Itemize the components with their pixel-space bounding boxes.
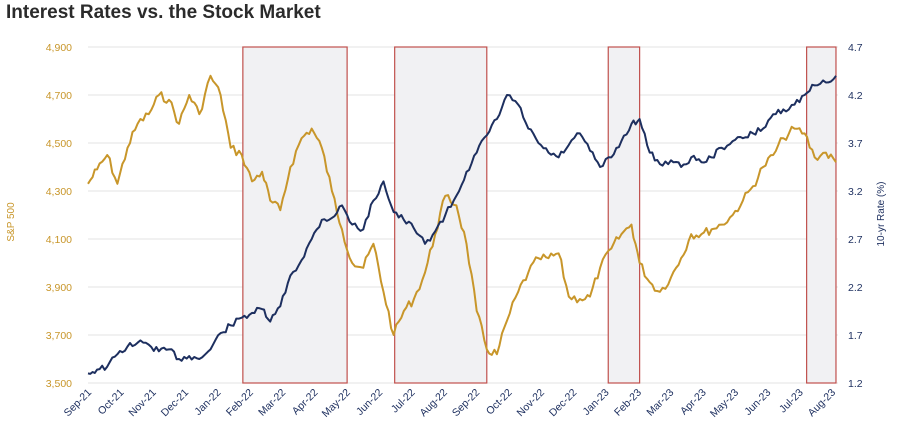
left-tick-label: 4,900 <box>46 42 72 54</box>
shaded-periods <box>242 46 837 384</box>
x-tick-label: Dec-21 <box>159 387 192 420</box>
x-tick-label: Jan-22 <box>192 387 223 418</box>
left-tick-label: 4,700 <box>46 90 72 102</box>
right-tick-label: 3.2 <box>848 186 863 198</box>
shaded-period <box>806 46 837 384</box>
left-tick-label: 4,100 <box>46 234 72 246</box>
x-tick-label: May-22 <box>320 387 353 420</box>
right-tick-label: 1.7 <box>848 330 863 342</box>
x-tick-label: Apr-22 <box>290 387 321 418</box>
sp500-line <box>87 74 837 356</box>
x-tick-label: Apr-23 <box>678 387 709 418</box>
x-tick-label: Jun-23 <box>742 387 773 418</box>
left-axis-title: S&P 500 <box>6 202 17 242</box>
left-tick-label: 3,500 <box>46 378 72 390</box>
left-tick-label: 4,500 <box>46 138 72 150</box>
rate-line <box>87 75 837 375</box>
right-tick-label: 1.2 <box>848 378 863 390</box>
left-tick-label: 4,300 <box>46 186 72 198</box>
x-tick-label: Mar-22 <box>256 387 288 419</box>
shaded-period <box>242 46 348 384</box>
x-tick-label: Sep-22 <box>450 387 483 420</box>
shaded-period <box>607 46 641 384</box>
left-y-axis-ticks: 3,500 3,700 3,900 4,100 4,300 4,500 4,700 4,900 <box>46 42 72 390</box>
right-tick-label: 2.7 <box>848 234 863 246</box>
right-tick-label: 3.7 <box>848 138 863 150</box>
chart-title: Interest Rates vs. the Stock Market <box>6 2 321 23</box>
x-tick-label: Sep-21 <box>62 387 95 420</box>
x-tick-label: Nov-21 <box>126 387 159 420</box>
series-lines <box>87 74 837 375</box>
x-tick-label: Oct-22 <box>484 387 515 418</box>
x-tick-label: Dec-22 <box>547 387 580 420</box>
x-tick-label: Oct-21 <box>96 387 127 418</box>
right-tick-label: 4.2 <box>848 90 863 102</box>
x-tick-label: Jan-23 <box>580 387 611 418</box>
right-tick-label: 4.7 <box>848 42 863 54</box>
x-tick-label: Mar-23 <box>644 387 676 419</box>
left-tick-label: 3,900 <box>46 282 72 294</box>
x-tick-label: Jul-23 <box>777 387 806 416</box>
x-tick-label: May-23 <box>708 387 741 420</box>
x-tick-label: Jul-22 <box>389 387 418 416</box>
right-tick-label: 2.2 <box>848 282 863 294</box>
x-axis-ticks: Sep-21 Oct-21 Nov-21 Dec-21 Jan-22 Feb-22 Mar-… <box>62 387 839 420</box>
x-tick-label: Feb-23 <box>612 387 644 419</box>
x-tick-label: Aug-22 <box>418 387 451 420</box>
x-tick-label: Nov-22 <box>515 387 548 420</box>
x-tick-label: Jun-22 <box>354 387 385 418</box>
x-tick-label: Feb-22 <box>224 387 256 419</box>
right-y-axis-ticks: 1.2 1.7 2.2 2.7 3.2 3.7 4.2 4.7 <box>848 42 863 390</box>
x-tick-label: Aug-23 <box>806 387 839 420</box>
left-tick-label: 3,700 <box>46 330 72 342</box>
right-axis-title: 10-yr Rate (%) <box>876 181 887 246</box>
